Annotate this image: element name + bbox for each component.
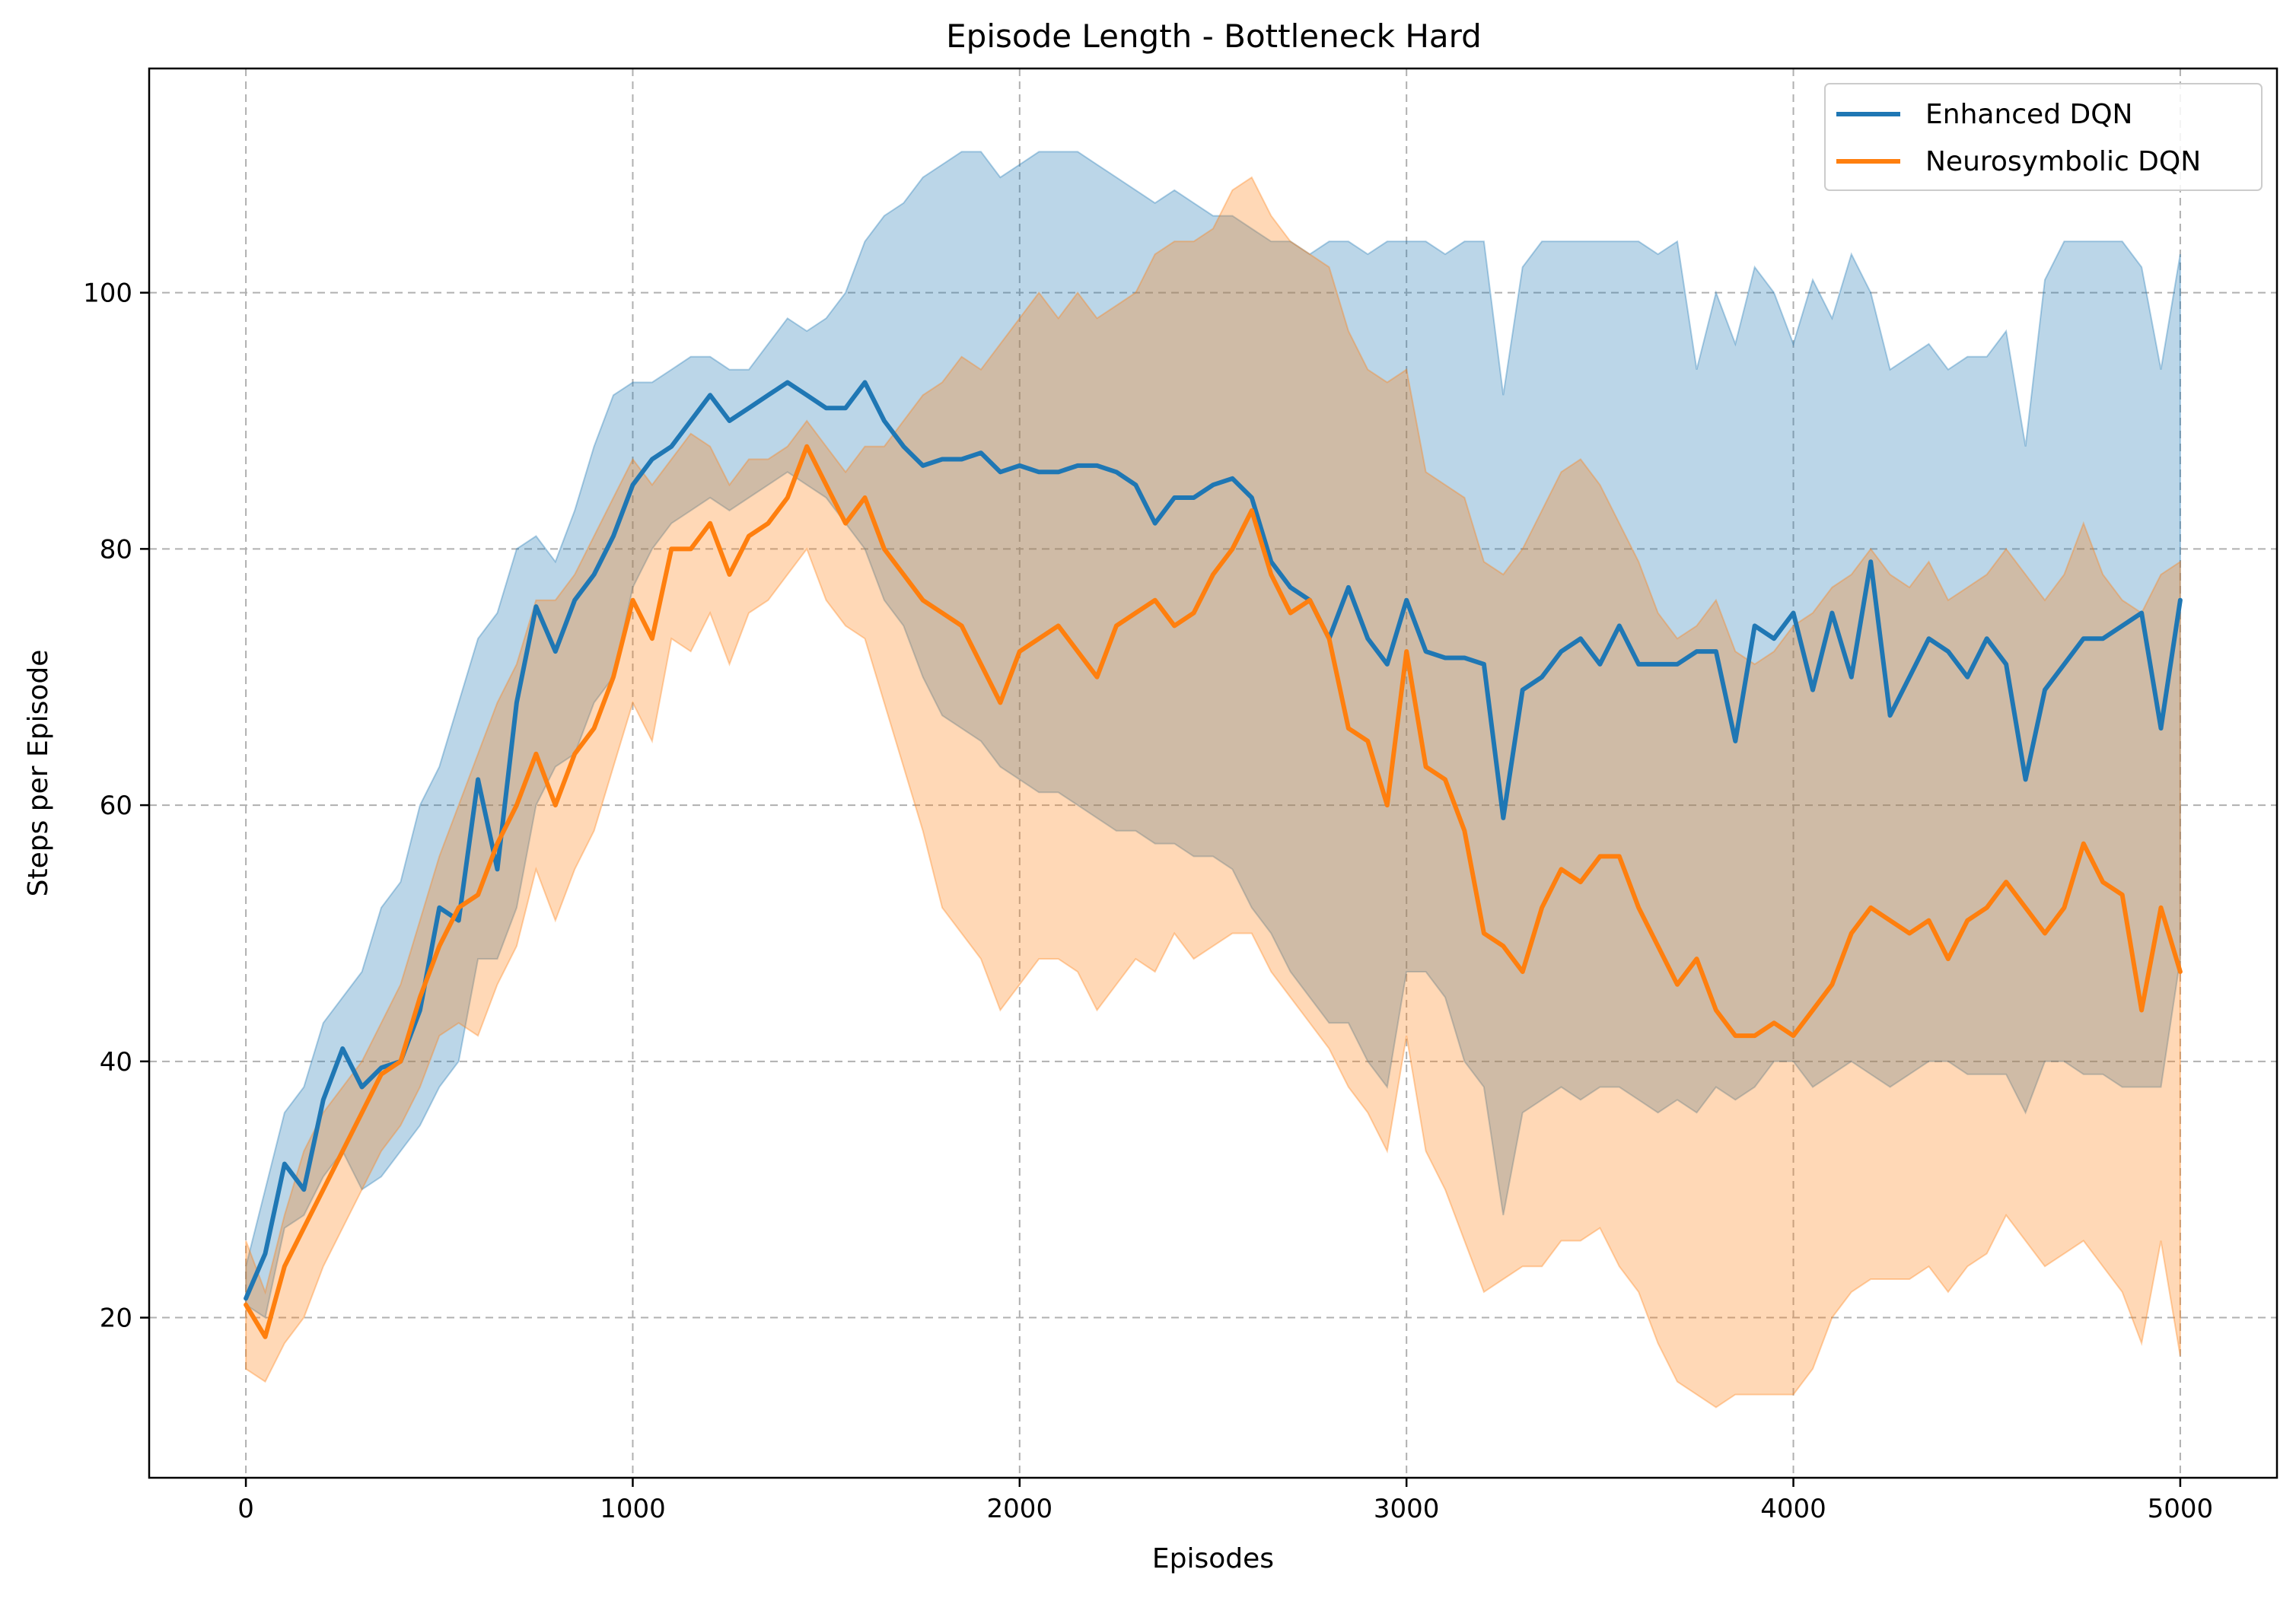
series-layer (244, 151, 2183, 1409)
band-neurosymbolic-dqn (245, 176, 2181, 1409)
chart-title: Episode Length - Bottleneck Hard (946, 18, 1482, 55)
y-tick-label: 80 (100, 534, 132, 565)
line-enhanced-dqn (244, 380, 2183, 1301)
x-tick-label: 4000 (1760, 1494, 1826, 1524)
y-tick-label: 60 (100, 791, 132, 821)
y-tick-label: 100 (83, 279, 132, 309)
line-neurosymbolic-dqn (244, 444, 2183, 1339)
x-axis-label: Episodes (1152, 1543, 1274, 1574)
x-tick-label: 0 (237, 1494, 254, 1524)
x-tick-label: 5000 (2148, 1494, 2214, 1524)
legend-label-enhanced: Enhanced DQN (1925, 99, 2132, 130)
axes-frame (148, 67, 2278, 1479)
x-tick-label: 2000 (987, 1494, 1053, 1524)
legend-label-neurosymbolic: Neurosymbolic DQN (1925, 146, 2201, 177)
ticks: 0 1000 2000 3000 4000 5000 20 40 60 80 100 (83, 279, 2213, 1524)
x-tick-label: 1000 (600, 1494, 666, 1524)
legend: Enhanced DQN Neurosymbolic DQN (1824, 83, 2263, 191)
x-tick-label: 3000 (1374, 1494, 1440, 1524)
band-enhanced-dqn (245, 151, 2181, 1319)
legend-box (1824, 83, 2263, 191)
y-tick-label: 20 (100, 1304, 132, 1334)
grid (149, 68, 2277, 1478)
y-tick-label: 40 (100, 1047, 132, 1078)
y-axis-label: Steps per Episode (23, 650, 54, 897)
